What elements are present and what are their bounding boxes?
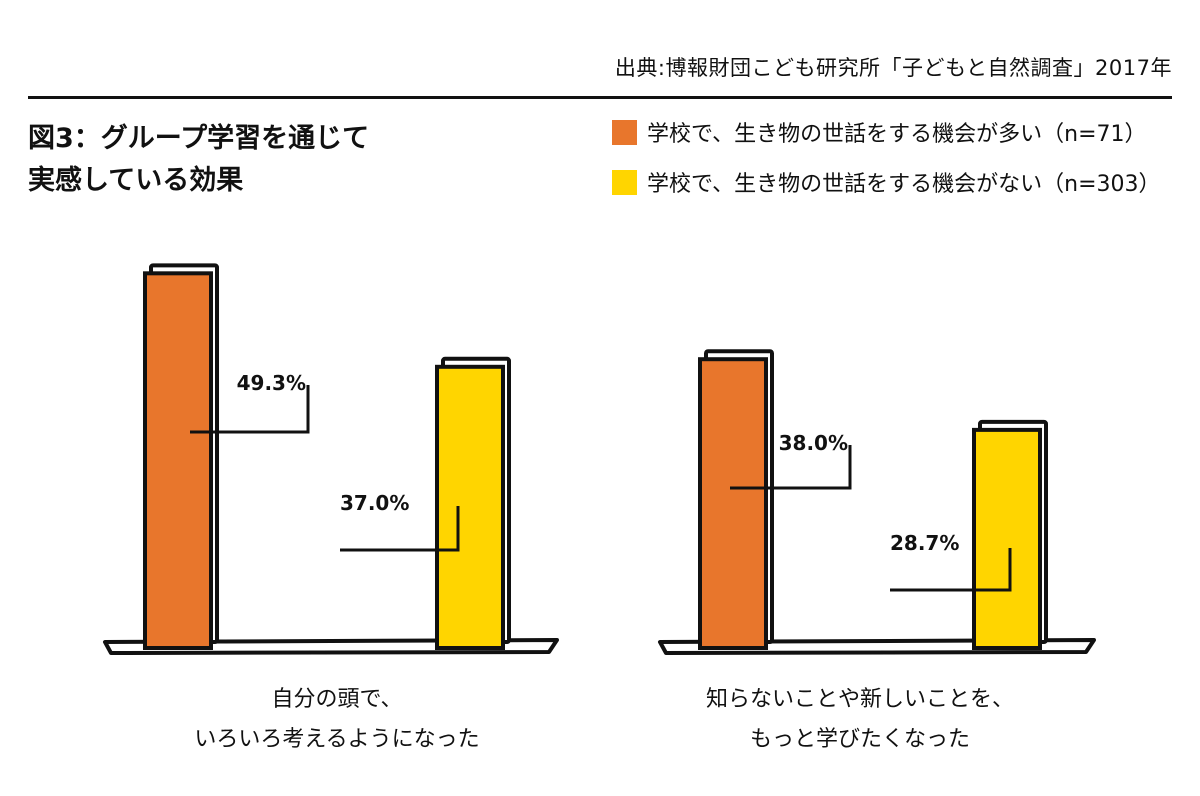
category-2-line-1: 知らないことや新しいことを、 — [705, 687, 1014, 712]
title-line-2: 実感している効果 — [28, 165, 244, 196]
header-rule — [28, 96, 1172, 99]
source-note: 出典:博報財団こども研究所「子どもと自然調査」2017年 — [614, 56, 1172, 80]
leader-line-1-1 — [190, 385, 310, 434]
bar-1-2 — [435, 364, 505, 650]
bar-2-2 — [972, 427, 1042, 650]
leader-line-2-2 — [890, 548, 1012, 592]
leader-line-1-2 — [340, 506, 460, 552]
category-2-line-2: もっと学びたくなった — [749, 727, 970, 752]
category-1-line-1: 自分の頭で、 — [271, 687, 403, 712]
value-label-1-2: 37.0% — [340, 491, 409, 515]
bar-1-1 — [143, 271, 213, 650]
legend-label-many: 学校で、生き物の世話をする機会が多い（n=71） — [647, 122, 1147, 147]
value-label-1-1: 49.3% — [237, 371, 306, 395]
value-label-2-2: 28.7% — [890, 531, 959, 555]
leader-line-2-1 — [730, 445, 852, 490]
title-line-1: 図3：グループ学習を通じて — [28, 123, 370, 154]
legend-label-none: 学校で、生き物の世話をする機会がない（n=303） — [647, 172, 1161, 197]
category-label-1: 自分の頭で、 いろいろ考えるようになった — [117, 680, 557, 760]
legend-swatch-orange — [612, 119, 637, 145]
figure-title: 図3：グループ学習を通じて 実感している効果 — [28, 118, 369, 202]
legend-item-none: 学校で、生き物の世話をする機会がない（n=303） — [612, 168, 1161, 197]
category-1-line-2: いろいろ考えるようになった — [194, 727, 480, 752]
value-label-2-1: 38.0% — [779, 431, 848, 455]
category-label-2: 知らないことや新しいことを、 もっと学びたくなった — [640, 680, 1080, 760]
bar-2-1 — [698, 357, 768, 650]
legend-swatch-yellow — [612, 169, 637, 195]
legend-item-many: 学校で、生き物の世話をする機会が多い（n=71） — [612, 118, 1161, 147]
legend: 学校で、生き物の世話をする機会が多い（n=71） 学校で、生き物の世話をする機会… — [612, 118, 1161, 218]
